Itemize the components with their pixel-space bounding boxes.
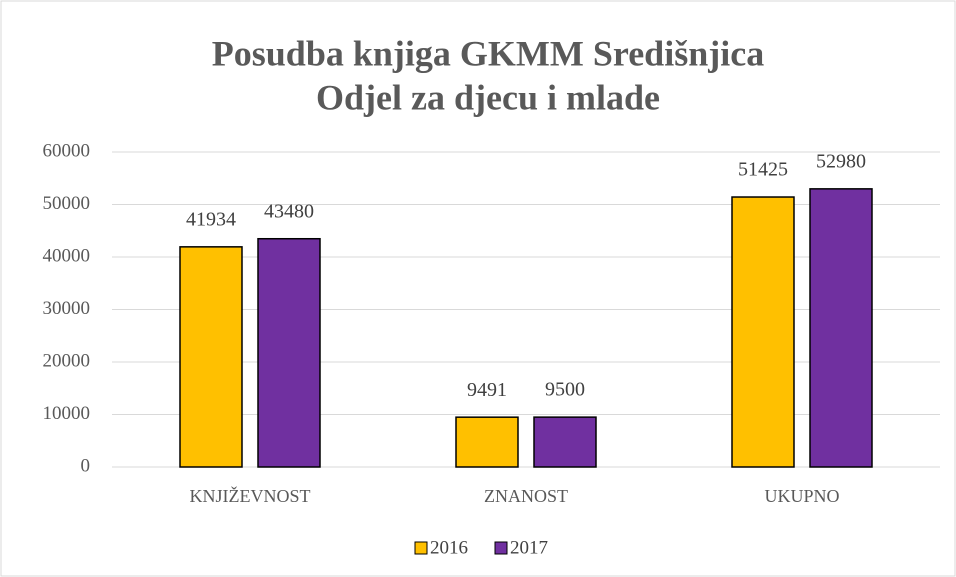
legend-label: 2016 bbox=[430, 537, 468, 558]
y-tick-label: 50000 bbox=[43, 193, 91, 214]
y-tick-label: 20000 bbox=[43, 350, 91, 371]
y-tick-label: 40000 bbox=[43, 245, 91, 266]
legend-label: 2017 bbox=[510, 537, 548, 558]
chart-subtitle: Odjel za djecu i mlade bbox=[316, 77, 660, 117]
value-label: 9491 bbox=[467, 379, 507, 401]
value-label: 52980 bbox=[816, 150, 866, 172]
x-tick-label: ZNANOST bbox=[484, 486, 568, 506]
x-tick-label: KNJIŽEVNOST bbox=[190, 485, 311, 506]
value-label: 41934 bbox=[186, 208, 236, 230]
y-tick-label: 60000 bbox=[43, 140, 91, 161]
y-tick-label: 10000 bbox=[43, 403, 91, 424]
bar bbox=[809, 188, 873, 468]
value-label: 51425 bbox=[738, 159, 788, 181]
y-tick-label: 0 bbox=[81, 455, 91, 476]
value-label: 9500 bbox=[545, 379, 585, 401]
legend-swatch bbox=[494, 541, 508, 555]
chart-title: Posudba knjiga GKMM Središnjica bbox=[212, 33, 764, 73]
y-tick-label: 30000 bbox=[43, 298, 91, 319]
value-label: 43480 bbox=[264, 200, 314, 222]
x-tick-label: UKUPNO bbox=[764, 486, 839, 506]
legend-swatch bbox=[414, 541, 428, 555]
bar bbox=[533, 416, 597, 468]
bar bbox=[455, 416, 519, 468]
bar bbox=[257, 237, 321, 468]
bar bbox=[179, 246, 243, 468]
bar bbox=[731, 196, 795, 468]
